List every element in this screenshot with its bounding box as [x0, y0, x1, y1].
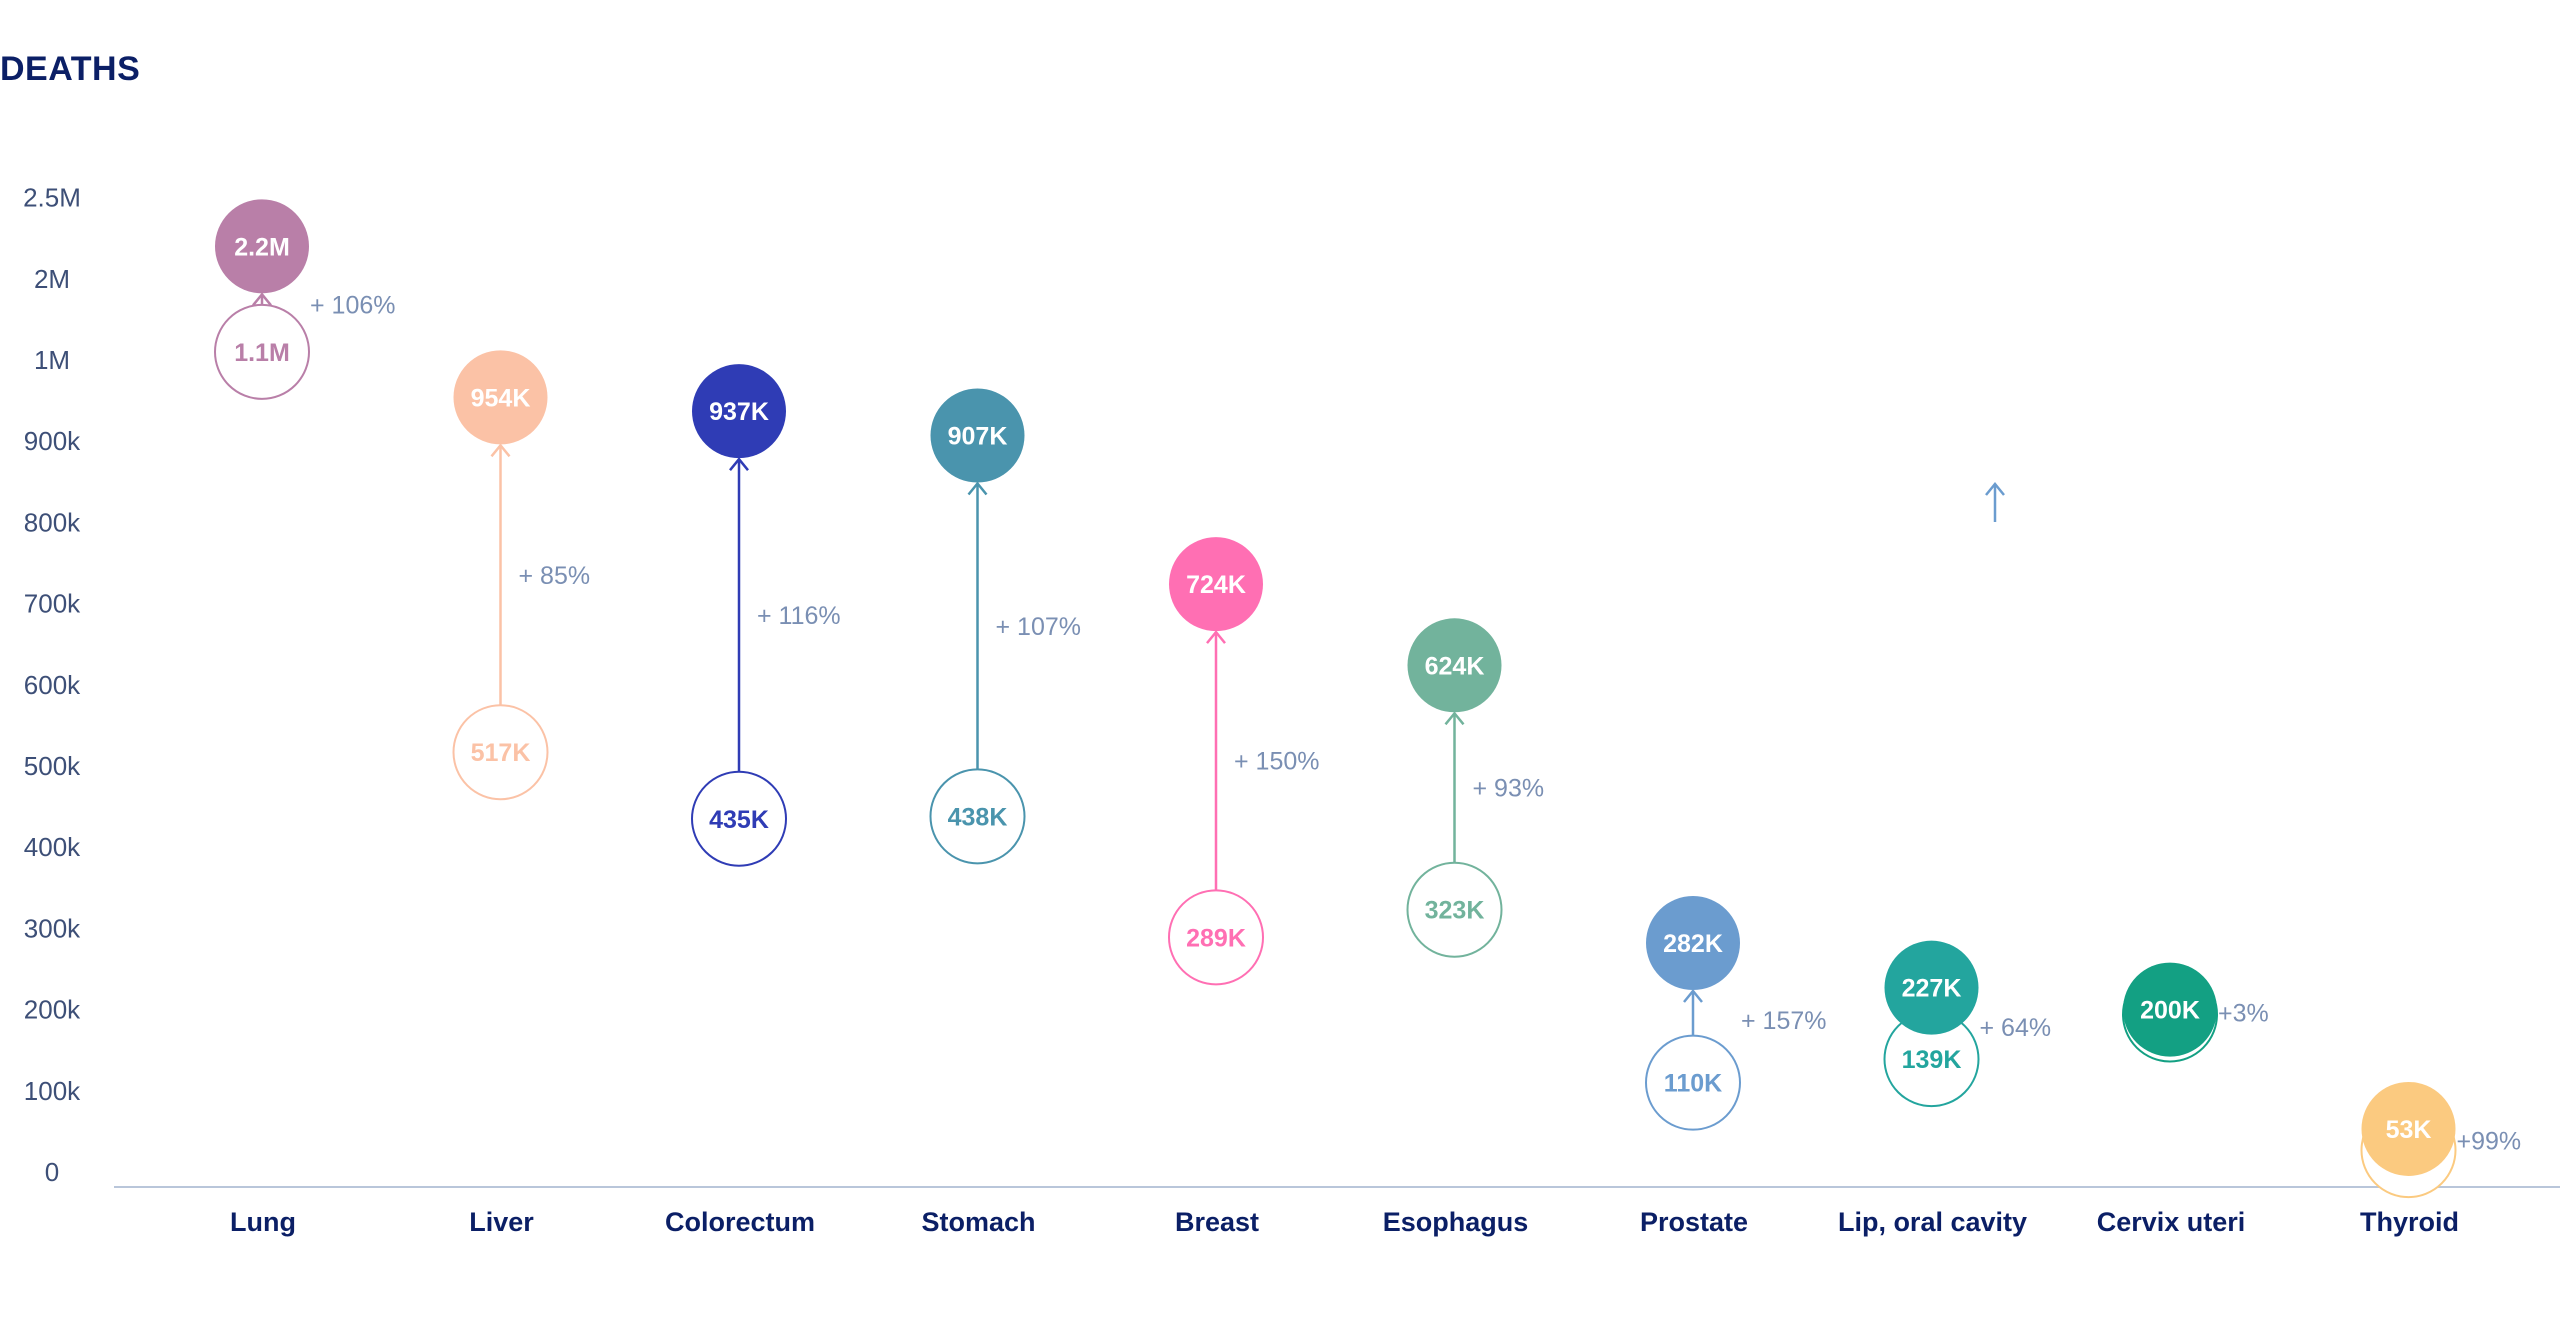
y-tick-label: 100k [24, 1076, 81, 1106]
x-tick-label: Esophagus [1383, 1207, 1529, 1237]
bubble-before-label: 517K [471, 739, 531, 767]
change-arrow-head [729, 457, 749, 471]
bubble-after-label: 53K [2386, 1116, 2432, 1144]
bubble-after [2123, 962, 2217, 1057]
bubble-after [692, 364, 786, 459]
bubble-before [1406, 861, 1503, 958]
bubble-before [1645, 1034, 1741, 1131]
y-tick-label: 2M [34, 264, 70, 294]
percent-change-label: + 106% [310, 291, 396, 319]
stray-arrow-head [1985, 482, 2005, 496]
bubble-after [453, 350, 548, 445]
bubble-after [930, 388, 1025, 483]
change-arrow-head [1683, 989, 1703, 1003]
change-arrow-head [252, 292, 272, 307]
bubble-after-label: 954K [471, 384, 531, 412]
bubble-after [1884, 940, 1979, 1035]
bubble-after-label: 724K [1186, 571, 1246, 599]
y-tick-label: 800k [24, 507, 81, 537]
x-tick-label: Liver [469, 1207, 534, 1237]
x-axis: Lung Liver Colorectum Stomach Breast Esophagu… [230, 1207, 2459, 1237]
bubble-after [2361, 1081, 2456, 1176]
bubble-after-label: 907K [948, 423, 1008, 451]
percent-change-label: + 107% [996, 613, 1082, 641]
bubble-after-label: 282K [1663, 930, 1723, 958]
change-arrow-head [1206, 630, 1226, 644]
bubble-after [215, 199, 309, 294]
bubble-before [452, 704, 549, 801]
bubble-before [691, 770, 787, 867]
bubble-after [1169, 537, 1263, 632]
y-tick-label: 400k [24, 832, 81, 862]
bubble-before-label: 1.1M [234, 339, 290, 367]
y-tick-label: 700k [24, 589, 81, 619]
chart-marks: 1.1M 2.2M + 106% 517K 954K + 85% 435K 937K + 116… [214, 199, 2522, 1199]
x-tick-label: Stomach [921, 1207, 1035, 1237]
y-tick-label: 2.5M [23, 183, 81, 213]
y-tick-label: 0 [45, 1157, 59, 1187]
percent-change-label: + 150% [1234, 748, 1320, 776]
bubble-after-label: 227K [1902, 975, 1962, 1003]
percent-change-label: + 64% [1980, 1014, 2052, 1042]
bubble-after [1407, 618, 1502, 713]
percent-change-label: +3% [2218, 999, 2269, 1027]
chart-title: DEATHS [0, 50, 141, 88]
change-arrow-head [967, 481, 988, 496]
x-tick-label: Lung [230, 1207, 296, 1237]
x-tick-label: Prostate [1640, 1207, 1748, 1237]
y-axis: 0 100k 200k 300k 400k 500k 600k 700k 800k 900k 1M 2… [23, 183, 81, 1187]
y-tick-label: 500k [24, 751, 81, 781]
x-tick-label: Colorectum [665, 1207, 815, 1237]
bubble-before-label: 438K [948, 803, 1008, 831]
bubble-before-label: 110K [1664, 1070, 1722, 1098]
bubble-before [214, 303, 310, 400]
x-tick-label: Breast [1175, 1207, 1259, 1237]
bubble-after-label: 200K [2140, 997, 2200, 1025]
change-arrow-head [490, 443, 511, 458]
x-tick-label: Cervix uteri [2097, 1207, 2246, 1237]
y-tick-label: 1M [34, 345, 70, 375]
bubble-before-label: 139K [1902, 1046, 1962, 1074]
change-arrow-head [1444, 711, 1465, 726]
bubble-before-label: 435K [709, 806, 769, 834]
bubble-after-label: 937K [709, 398, 769, 426]
percent-change-label: +99% [2457, 1128, 2522, 1156]
percent-change-label: + 157% [1741, 1007, 1827, 1035]
y-tick-label: 600k [24, 670, 81, 700]
bubble-after [1646, 896, 1740, 991]
bubble-before [929, 768, 1026, 865]
bubble-before [1168, 889, 1264, 986]
y-tick-label: 900k [24, 426, 81, 456]
percent-change-label: + 85% [519, 562, 591, 590]
y-tick-label: 200k [24, 995, 81, 1025]
bubble-before-label: 323K [1425, 897, 1485, 925]
x-tick-label: Thyroid [2360, 1207, 2459, 1237]
percent-change-label: + 116% [757, 602, 841, 630]
bubble-after-label: 2.2M [234, 233, 290, 261]
bubble-before-label: 289K [1186, 924, 1246, 952]
y-tick-label: 300k [24, 913, 81, 943]
x-tick-label: Lip, oral cavity [1838, 1207, 2027, 1237]
percent-change-label: + 93% [1473, 775, 1545, 803]
bubble-after-label: 624K [1425, 652, 1485, 680]
